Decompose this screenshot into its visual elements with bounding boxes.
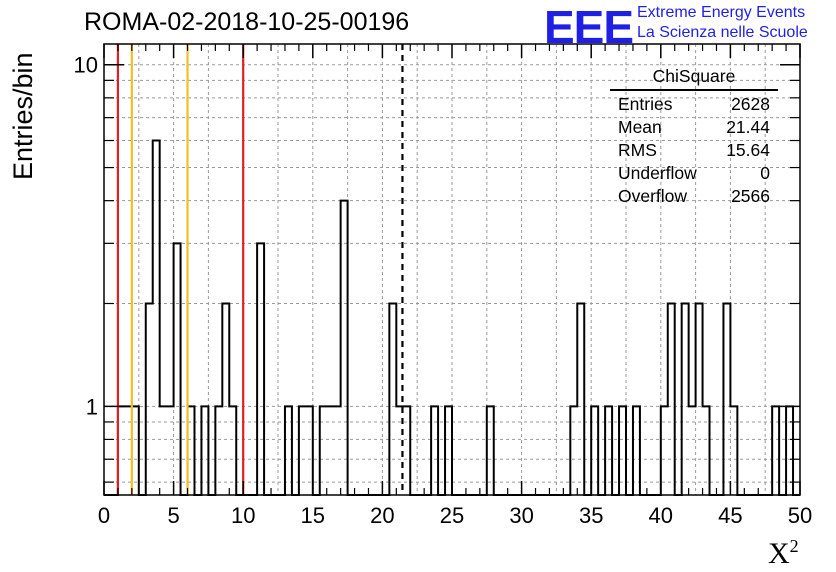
stats-value: 21.44 [726, 117, 770, 137]
logo-line-1: Extreme Energy Events [637, 4, 806, 21]
stats-label: Entries [618, 94, 673, 114]
stats-row-underflow: Underflow 0 [610, 162, 778, 185]
stats-value: 15.64 [726, 140, 770, 160]
x-axis-label: X2 [768, 536, 799, 571]
y-tick-label: 1 [86, 394, 98, 419]
y-axis-label: Entries/bin [8, 52, 38, 180]
x-tick-label: 50 [788, 503, 812, 528]
x-tick-label: 0 [98, 503, 110, 528]
x-tick-label: 40 [649, 503, 673, 528]
x-axis-label-base: X [768, 537, 790, 570]
stats-label: Underflow [618, 163, 697, 183]
x-tick-label: 10 [231, 503, 255, 528]
stats-label: Mean [618, 117, 662, 137]
stats-title: ChiSquare [610, 66, 778, 91]
y-tick-label: 10 [74, 53, 98, 78]
x-tick-label: 30 [509, 503, 533, 528]
x-tick-label: 25 [440, 503, 464, 528]
stats-label: Overflow [618, 186, 688, 206]
stats-row-rms: RMS 15.64 [610, 139, 778, 162]
eee-logo: EEE [544, 1, 634, 53]
x-tick-label: 5 [167, 503, 179, 528]
stats-row-mean: Mean 21.44 [610, 116, 778, 139]
x-tick-label: 15 [301, 503, 325, 528]
x-tick-label: 45 [718, 503, 742, 528]
logo-line-2: La Scienza nelle Scuole [637, 24, 808, 41]
x-tick-label: 35 [579, 503, 603, 528]
stats-value: 2628 [731, 94, 770, 114]
x-tick-label: 20 [370, 503, 394, 528]
stats-row-overflow: Overflow 2566 [610, 185, 778, 208]
stats-box: ChiSquare Entries 2628 Mean 21.44 RMS 15… [610, 66, 778, 208]
stats-label: RMS [618, 140, 657, 160]
chart-title: ROMA-02-2018-10-25-00196 [84, 8, 410, 36]
stats-value: 0 [760, 163, 770, 183]
x-axis-label-superscript: 2 [789, 536, 799, 556]
stats-row-entries: Entries 2628 [610, 93, 778, 116]
stats-value: 2566 [731, 186, 770, 206]
